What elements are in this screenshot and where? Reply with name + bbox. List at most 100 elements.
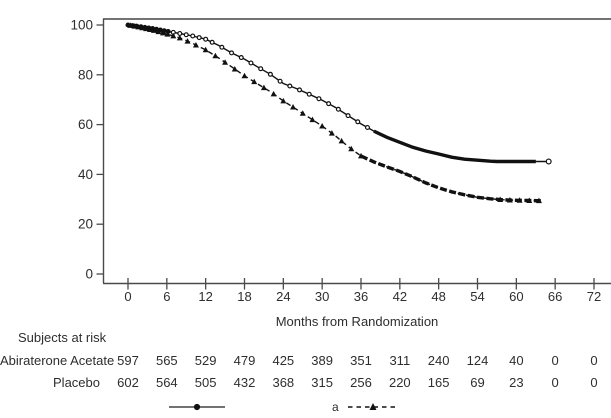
- at-risk-value: 0: [590, 353, 598, 368]
- censor-mark-circle: [355, 119, 361, 125]
- x-tick-label: 6: [163, 289, 170, 304]
- censor-mark-triangle: [358, 152, 364, 159]
- censor-mark-triangle: [170, 32, 177, 39]
- at-risk-value: 315: [311, 375, 333, 390]
- censor-mark-triangle: [127, 22, 134, 28]
- censor-mark-circle: [209, 39, 215, 45]
- at-risk-value: 311: [389, 353, 411, 368]
- at-risk-value: 69: [470, 375, 485, 390]
- x-tick-label: 60: [509, 289, 523, 304]
- censor-mark-triangle: [150, 27, 157, 33]
- censor-mark-triangle: [506, 196, 513, 203]
- censor-mark-triangle: [184, 38, 191, 44]
- x-tick-label: 18: [237, 289, 251, 304]
- curve-end-circle: [545, 158, 552, 165]
- censor-mark-triangle: [535, 197, 542, 204]
- at-risk-value: 240: [427, 353, 450, 368]
- censor-mark-circle: [335, 106, 341, 112]
- censor-mark-triangle: [143, 25, 150, 32]
- censor-mark-circle: [196, 35, 202, 41]
- x-tick-label: 12: [198, 289, 212, 304]
- x-axis-title: Months from Randomization: [275, 314, 439, 329]
- at-risk-value: 256: [350, 375, 372, 390]
- censor-mark-triangle: [280, 97, 287, 104]
- censor-mark-circle: [248, 60, 254, 66]
- censor-mark-circle: [297, 87, 303, 93]
- y-tick-label: 100: [70, 18, 93, 33]
- censor-dense-band: [360, 154, 541, 203]
- censor-mark-circle: [364, 124, 370, 130]
- censor-mark-triangle: [526, 197, 533, 203]
- censor-mark-triangle: [139, 24, 146, 31]
- censor-mark-triangle: [222, 59, 229, 65]
- censor-mark-circle: [203, 36, 209, 42]
- censor-mark-circle: [306, 91, 312, 97]
- at-risk-value: 0: [551, 375, 559, 390]
- at-risk-value: 124: [466, 353, 489, 368]
- at-risk-value: 565: [155, 353, 178, 368]
- censor-mark-triangle: [299, 110, 306, 116]
- censor-mark-circle: [277, 78, 283, 84]
- censor-mark-circle: [238, 55, 244, 61]
- censor-mark-triangle: [241, 72, 248, 79]
- at-risk-row-label: Placebo: [53, 375, 100, 390]
- at-risk-row-label: Abiraterone Acetate: [0, 353, 115, 368]
- at-risk-value: 425: [272, 353, 295, 368]
- y-tick-label: 80: [78, 67, 93, 82]
- at-risk-value: 0: [590, 375, 598, 390]
- censor-mark-circle: [229, 50, 235, 56]
- censor-mark-circle: [190, 33, 196, 39]
- censor-mark-circle: [287, 83, 293, 89]
- x-tick-label: 66: [548, 289, 562, 304]
- censor-mark-triangle: [135, 23, 142, 30]
- curve-placebo: [127, 24, 541, 202]
- censor-mark-triangle: [290, 104, 297, 110]
- censor-mark-triangle: [497, 196, 504, 202]
- at-risk-value: 351: [350, 353, 372, 368]
- x-tick-label: 36: [354, 289, 368, 304]
- at-risk-value: 23: [509, 375, 524, 390]
- censor-mark-triangle: [231, 65, 238, 72]
- censor-mark-triangle: [155, 28, 162, 35]
- censor-mark-triangle: [348, 145, 355, 152]
- y-tick-label: 0: [85, 267, 93, 282]
- censor-mark-triangle: [176, 34, 183, 41]
- censor-mark-triangle: [192, 41, 199, 48]
- censor-mark-triangle: [131, 23, 138, 29]
- at-risk-value: 505: [194, 375, 217, 390]
- x-tick-label: 42: [393, 289, 407, 304]
- censor-mark-circle: [177, 30, 183, 36]
- legend-text-fragment: a: [332, 400, 339, 414]
- x-tick-label: 72: [587, 289, 601, 304]
- at-risk-value: 529: [194, 353, 217, 368]
- at-risk-value: 389: [311, 353, 333, 368]
- at-risk-value: 597: [117, 353, 139, 368]
- censor-mark-triangle: [251, 78, 258, 85]
- at-risk-value: 40: [509, 353, 524, 368]
- at-risk-value: 0: [551, 353, 559, 368]
- censor-mark-triangle: [319, 122, 326, 129]
- at-risk-value: 165: [427, 375, 450, 390]
- censor-mark-triangle: [260, 84, 267, 91]
- legend-solid-line-circle-sample: [169, 403, 225, 411]
- censor-mark-triangle: [164, 31, 171, 37]
- at-risk-value: 368: [272, 375, 295, 390]
- censor-mark-circle: [326, 101, 332, 107]
- x-tick-label: 0: [124, 289, 131, 304]
- censor-mark-triangle: [516, 197, 523, 203]
- censor-mark-triangle: [212, 52, 219, 59]
- x-tick-label: 24: [276, 289, 290, 304]
- censor-mark-triangle: [270, 90, 277, 97]
- censor-mark-triangle: [328, 130, 335, 136]
- at-risk-value: 602: [117, 375, 139, 390]
- y-tick-label: 20: [78, 217, 93, 232]
- censor-mark-circle: [316, 96, 322, 102]
- subjects-at-risk-title: Subjects at risk: [18, 330, 107, 345]
- censor-mark-triangle: [309, 116, 316, 123]
- x-tick-label: 54: [470, 289, 484, 304]
- at-risk-value: 479: [233, 353, 256, 368]
- censor-mark-triangle: [159, 29, 166, 36]
- at-risk-value: 220: [388, 375, 411, 390]
